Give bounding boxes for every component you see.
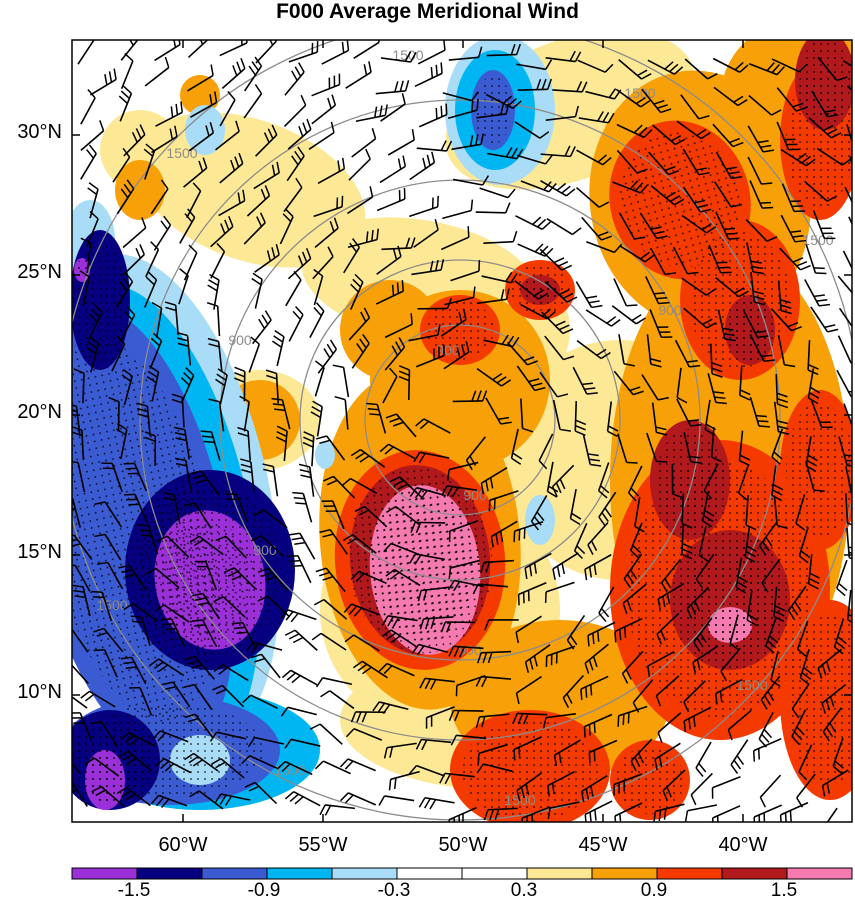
stipple-region [75, 241, 126, 360]
lat-label-15n: 15°N [0, 541, 62, 564]
colorbar-swatch [462, 868, 527, 879]
contour-label: 900 [228, 332, 252, 348]
colorbar-swatch [527, 868, 592, 879]
stipple-region [88, 755, 122, 806]
colorbar-label-0-3: 0.3 [494, 880, 554, 902]
lat-label-10n: 10°N [0, 681, 62, 704]
lon-label-40w: 40°W [703, 834, 783, 857]
wind-anomaly-region [525, 495, 555, 545]
colorbar-swatch [202, 868, 267, 879]
colorbar-label-0-9: 0.9 [624, 880, 684, 902]
colorbar-swatch [787, 868, 852, 879]
lat-label-20n: 20°N [0, 401, 62, 424]
stipple-region [711, 610, 748, 641]
lon-label-45w: 45°W [563, 834, 643, 857]
colorbar-swatch [722, 868, 787, 879]
stipple-region [474, 76, 511, 144]
colorbar-swatch [397, 868, 462, 879]
contour-label: 900 [253, 542, 277, 558]
colorbar-label-neg1-5: -1.5 [104, 880, 164, 902]
stipple-region [729, 300, 772, 360]
colorbar [72, 868, 852, 879]
lon-label-60w: 60°W [143, 834, 223, 857]
colorbar-label-neg0-9: -0.9 [234, 880, 294, 902]
colorbar-swatch [267, 868, 332, 879]
colorbar-label-1-5: 1.5 [754, 880, 814, 902]
contour-label: 900 [436, 342, 460, 358]
wind-anomaly-region [315, 441, 335, 469]
lat-label-25n: 25°N [0, 261, 62, 284]
colorbar-swatch [592, 868, 657, 879]
colorbar-swatch [657, 868, 722, 879]
stipple-region [800, 38, 851, 123]
lat-label-30n: 30°N [0, 121, 62, 144]
contour-label: 1500 [96, 597, 127, 613]
lon-label-50w: 50°W [423, 834, 503, 857]
colorbar-label-neg0-3: -0.3 [364, 880, 424, 902]
colorbar-swatch [332, 868, 397, 879]
colorbar-swatch [137, 868, 202, 879]
contour-label: 900 [658, 302, 682, 318]
lon-label-55w: 55°W [283, 834, 363, 857]
colorbar-swatch [72, 868, 137, 879]
contour-label: 900 [458, 642, 482, 658]
